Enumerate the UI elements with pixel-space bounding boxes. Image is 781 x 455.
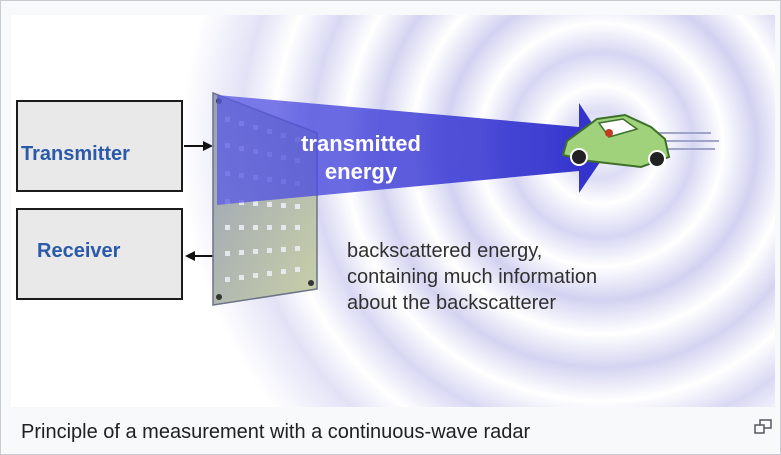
beam-label-line1: transmitted xyxy=(301,131,421,156)
transmit-arrow xyxy=(184,141,213,151)
backscatter-text-line2: containing much information xyxy=(347,266,597,288)
receiver-label: Receiver xyxy=(37,240,121,262)
car-target xyxy=(561,113,719,169)
backscatter-text-line3: about the backscatterer xyxy=(347,292,556,314)
radar-diagram[interactable]: Transmitter Receiver xyxy=(11,15,775,407)
transmitter-box: Transmitter xyxy=(16,100,183,192)
beam-label-line2: energy xyxy=(325,159,398,184)
enlarge-icon[interactable] xyxy=(753,419,773,435)
receive-arrow xyxy=(185,251,213,261)
figure-caption: Principle of a measurement with a contin… xyxy=(21,421,531,443)
transmitted-energy-beam xyxy=(217,95,609,205)
receiver-box: Receiver xyxy=(16,208,183,300)
backscatter-text-line1: backscattered energy, xyxy=(347,240,542,262)
transmitter-label: Transmitter xyxy=(21,143,130,165)
radar-diagram-svg: Transmitter Receiver xyxy=(16,15,775,407)
